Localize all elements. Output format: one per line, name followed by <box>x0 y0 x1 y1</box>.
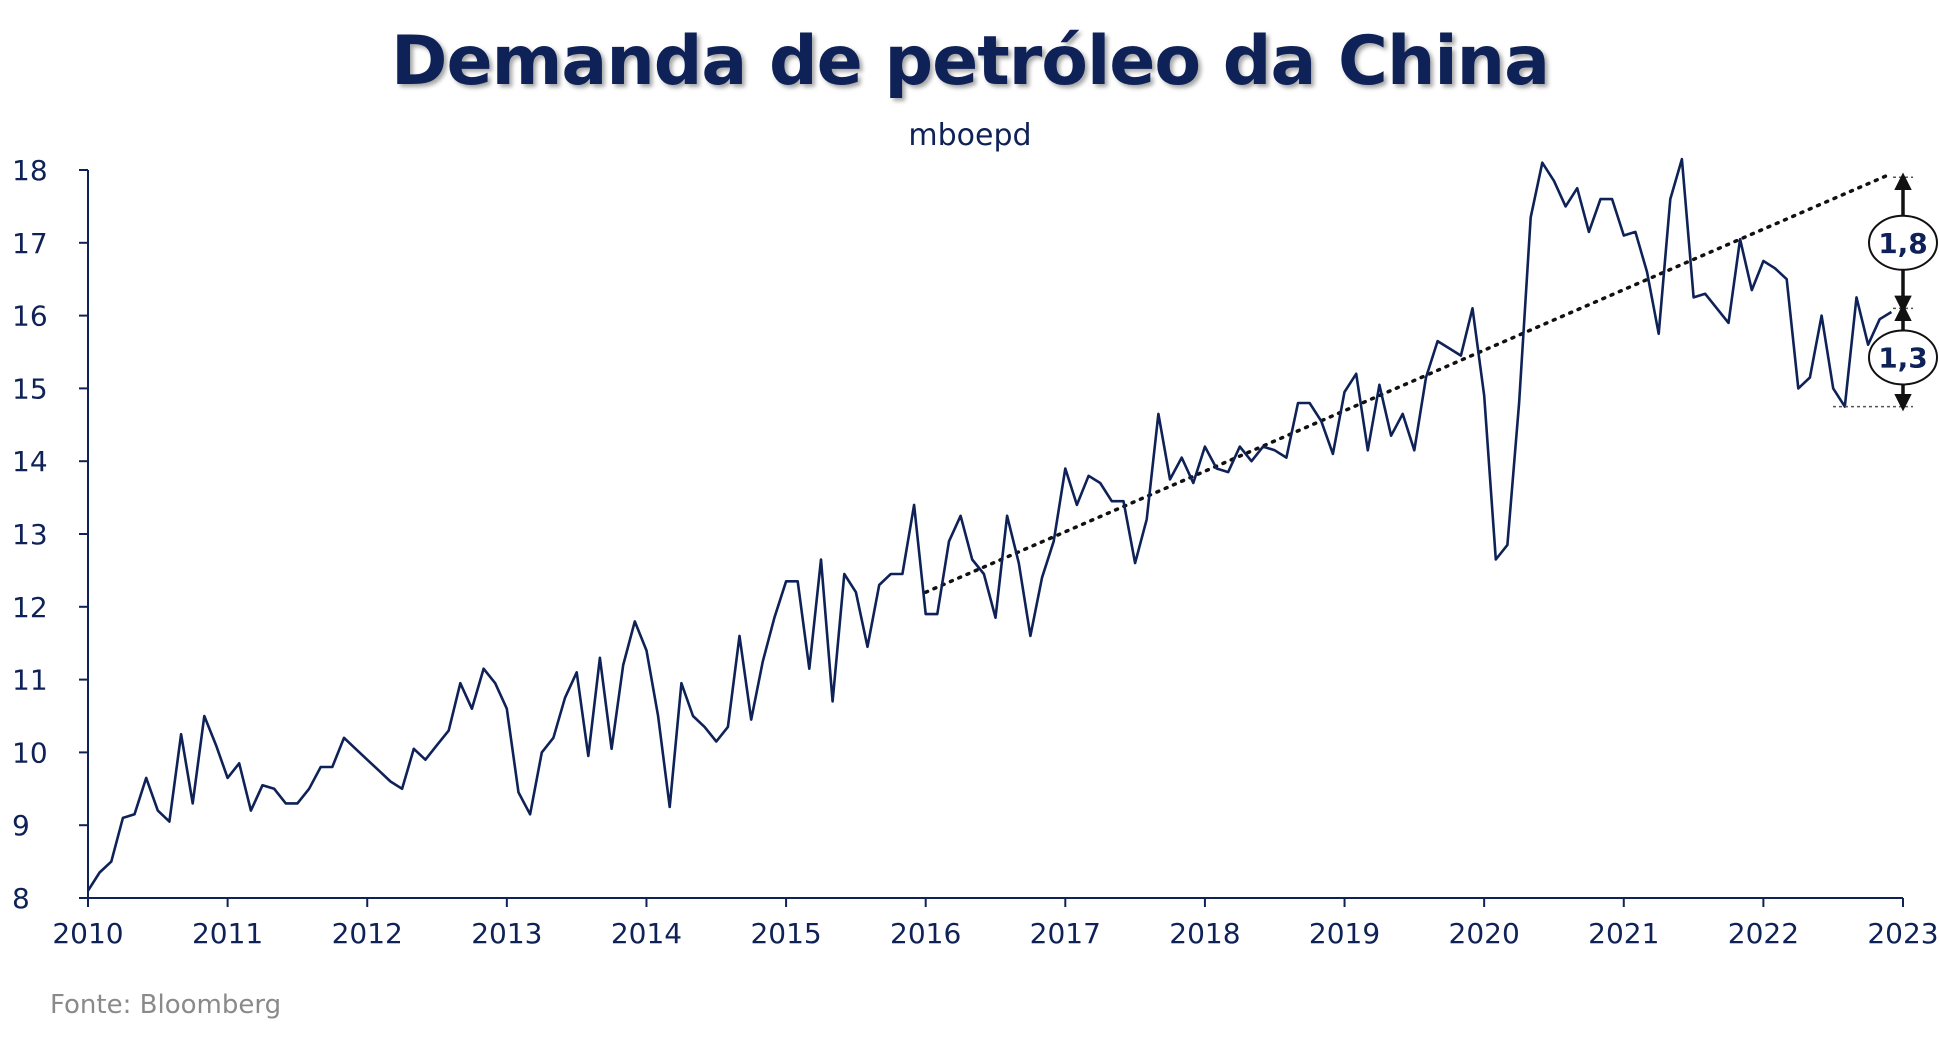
y-tick-label: 14 <box>12 445 48 478</box>
x-tick-label: 2012 <box>332 917 403 950</box>
trend-line <box>923 171 1894 594</box>
x-tick-label: 2016 <box>890 917 961 950</box>
series-group <box>86 157 1893 892</box>
annotation-group: 1,8 1,3 <box>1833 172 1938 412</box>
source-note: Fonte: Bloomberg <box>50 990 282 1020</box>
y-tick-label: 10 <box>12 736 48 769</box>
y-tick-label: 18 <box>12 154 48 187</box>
y-tick-label: 15 <box>12 372 48 405</box>
gap-label: 1,3 <box>1878 341 1928 374</box>
y-tick-label: 9 <box>12 809 30 842</box>
x-tick-label: 2011 <box>192 917 263 950</box>
y-tick-label: 16 <box>12 300 48 333</box>
y-tick-label: 13 <box>12 518 48 551</box>
chart-axes: 8 9 10 11 12 13 14 15 16 17 18 2010 2011 2012 2013 2014… <box>12 154 1939 950</box>
x-tick-label: 2010 <box>52 917 123 950</box>
x-tick-label: 2017 <box>1030 917 1101 950</box>
x-tick-label: 2018 <box>1169 917 1240 950</box>
x-tick-label: 2013 <box>471 917 542 950</box>
x-tick-label: 2022 <box>1728 917 1799 950</box>
series-line <box>86 157 1893 892</box>
x-tick-label: 2021 <box>1588 917 1659 950</box>
gap-label-oval <box>1868 329 1938 386</box>
trend-line-group <box>923 171 1894 594</box>
y-tick-label: 12 <box>12 591 48 624</box>
gap-label-oval <box>1868 214 1938 271</box>
x-tick-label: 2019 <box>1309 917 1380 950</box>
x-tick-label: 2014 <box>611 917 682 950</box>
x-tick-label: 2023 <box>1867 917 1938 950</box>
x-tick-label: 2015 <box>750 917 821 950</box>
chart-subtitle: mboepd <box>908 118 1032 153</box>
x-tick-label: 2020 <box>1449 917 1520 950</box>
y-tick-label: 8 <box>12 882 30 915</box>
gap-label: 1,8 <box>1878 227 1928 260</box>
y-tick-label: 11 <box>12 664 48 697</box>
chart-title: Demanda de petróleo da China <box>391 22 1550 101</box>
y-tick-label: 17 <box>12 227 48 260</box>
